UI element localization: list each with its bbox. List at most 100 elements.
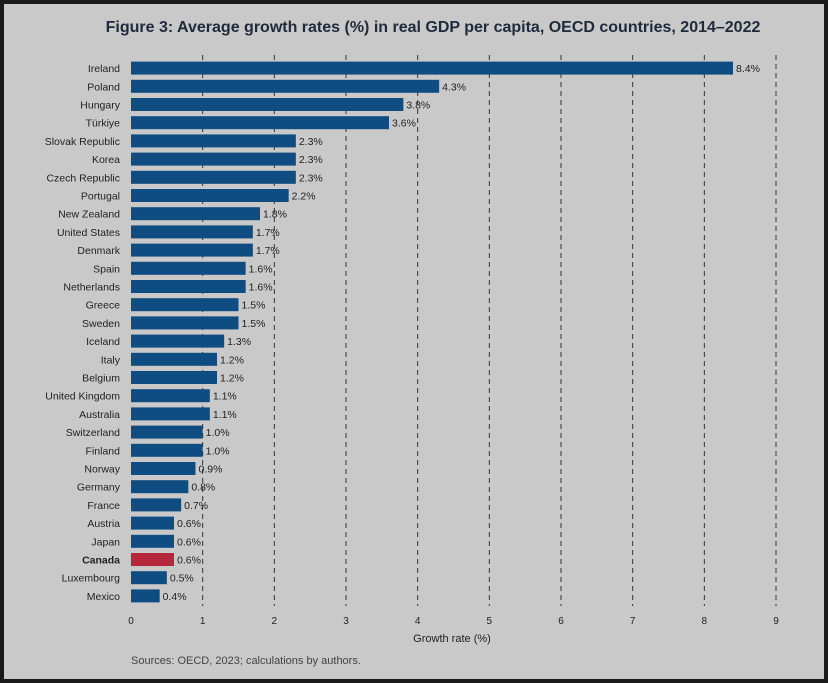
value-label: 0.6% (177, 555, 201, 567)
category-label: Poland (87, 81, 120, 93)
category-label: Sweden (82, 318, 120, 330)
category-label: Ireland (88, 63, 120, 75)
value-label: 0.7% (184, 500, 208, 512)
x-tick-label: 9 (773, 616, 779, 627)
value-label: 0.8% (191, 482, 215, 494)
category-label: Korea (92, 154, 120, 166)
x-tick-label: 8 (702, 616, 708, 627)
value-label: 1.7% (256, 227, 280, 239)
category-label: Spain (93, 263, 120, 275)
category-label: Canada (82, 555, 120, 567)
category-label: Türkiye (86, 118, 121, 130)
category-label: Germany (77, 482, 121, 494)
bar (131, 316, 239, 330)
bar (131, 170, 296, 184)
bar (131, 261, 246, 275)
value-label: 1.0% (206, 427, 230, 439)
value-label: 1.1% (213, 391, 237, 403)
bar (131, 225, 253, 239)
category-label: New Zealand (58, 209, 120, 221)
bar (131, 589, 160, 603)
category-label: Netherlands (63, 282, 120, 294)
value-label: 1.6% (249, 282, 273, 294)
value-label: 1.3% (227, 336, 251, 348)
category-label: Slovak Republic (45, 136, 120, 148)
category-label: Denmark (77, 245, 120, 257)
x-tick-label: 7 (630, 616, 636, 627)
bar (131, 498, 182, 512)
value-label: 0.6% (177, 518, 201, 530)
category-label: Luxembourg (62, 573, 121, 585)
value-label: 3.8% (406, 100, 430, 112)
x-axis-ticks: 0 1 2 3 4 5 6 7 8 9 (128, 616, 779, 627)
category-label: Greece (86, 300, 121, 312)
category-label: Mexico (87, 591, 120, 603)
bar (131, 352, 217, 366)
bar (131, 152, 296, 166)
category-label: Finland (86, 445, 121, 457)
bar (131, 480, 189, 494)
x-axis-label: Growth rate (%) (413, 633, 491, 645)
x-tick-label: 3 (343, 616, 349, 627)
value-label: 1.2% (220, 354, 244, 366)
chart-title: Figure 3: Average growth rates (%) in re… (106, 19, 761, 36)
category-label: Austria (87, 518, 120, 530)
x-tick-label: 6 (558, 616, 564, 627)
bar (131, 462, 196, 475)
value-label: 2.2% (292, 191, 316, 203)
category-label: Italy (101, 354, 121, 366)
category-labels: Ireland Poland Hungary Türkiye Slovak Republ… (45, 63, 121, 603)
bar (131, 443, 203, 457)
value-label: 1.1% (213, 409, 237, 421)
bar (131, 243, 253, 257)
bar (131, 116, 389, 130)
category-label: Australia (79, 409, 120, 421)
x-tick-label: 1 (200, 616, 206, 627)
value-label: 1.7% (256, 245, 280, 257)
bar (131, 134, 296, 148)
value-label: 2.3% (299, 136, 323, 148)
bar (131, 280, 246, 293)
category-label: Iceland (86, 336, 120, 348)
value-label: 0.9% (199, 464, 223, 476)
category-label: France (87, 500, 120, 512)
bar (131, 371, 217, 384)
category-label: Norway (84, 464, 120, 476)
value-label: 0.5% (170, 573, 194, 585)
value-label: 0.4% (163, 591, 187, 603)
bar (131, 207, 260, 221)
category-label: United Kingdom (45, 391, 120, 403)
x-tick-label: 5 (487, 616, 493, 627)
value-labels: 8.4% 4.3% 3.8% 3.6% 2.3% 2.3% 2.3% 2.2% 1.8% 1.7%… (163, 63, 760, 603)
category-label: Hungary (80, 100, 120, 112)
value-label: 1.0% (206, 445, 230, 457)
source-note: Sources: OECD, 2023; calculations by aut… (131, 655, 361, 667)
bars (131, 61, 733, 603)
value-label: 1.8% (263, 209, 287, 221)
x-tick-label: 4 (415, 616, 421, 627)
x-tick-label: 0 (128, 616, 134, 627)
value-label: 1.5% (242, 318, 266, 330)
value-label: 3.6% (392, 118, 416, 130)
bar (131, 98, 404, 111)
bar (131, 425, 203, 439)
bar (131, 79, 440, 93)
bar (131, 61, 733, 75)
value-label: 1.6% (249, 263, 273, 275)
category-label: Japan (91, 536, 120, 548)
bar (131, 389, 210, 403)
value-label: 2.3% (299, 172, 323, 184)
category-label: Belgium (82, 373, 120, 385)
bar (131, 571, 167, 585)
bar (131, 407, 210, 421)
category-label: Portugal (81, 191, 120, 203)
value-label: 8.4% (736, 63, 760, 75)
category-label: Czech Republic (46, 172, 120, 184)
value-label: 1.5% (242, 300, 266, 312)
bar (131, 516, 174, 530)
value-label: 4.3% (442, 81, 466, 93)
bar (131, 534, 174, 548)
value-label: 0.6% (177, 536, 201, 548)
bar (131, 298, 239, 312)
